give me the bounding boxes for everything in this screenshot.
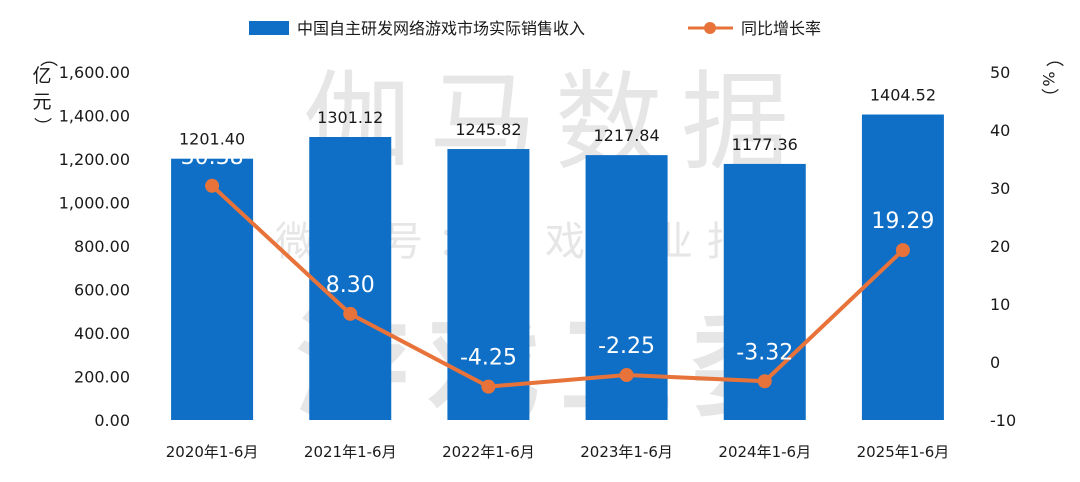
y-right-tick-label: -10 (990, 411, 1016, 430)
axes: 1,600.00 1,400.00 1,200.00 1,000.00 800.00 60… (31, 49, 1064, 461)
growth-value-label-1: 30.38 (181, 145, 244, 170)
y-left-tick-label: 1,200.00 (59, 150, 130, 169)
bar-value-label-4: 1217.84 (593, 126, 659, 145)
bar-value-label-2: 1301.12 (317, 108, 383, 127)
y-right-paren-open: （ (1043, 49, 1064, 67)
y-right-tick-label: 30 (990, 179, 1010, 198)
y-right-tick-label: 50 (990, 63, 1010, 82)
growth-value-label-5: -3.32 (736, 340, 793, 365)
growth-rate-point-2 (343, 306, 358, 321)
growth-rate-point-5 (757, 374, 772, 389)
y-left-tick-label: 200.00 (74, 368, 130, 387)
bar-value-label-3: 1245.82 (455, 120, 521, 139)
y-left-paren-open: （ (37, 49, 58, 67)
x-tick-label: 2020年1-6月 (166, 443, 259, 461)
y-right-tick-label: 10 (990, 295, 1010, 314)
line-series (205, 178, 910, 394)
data-labels: 1201.40 1301.12 1245.82 1217.84 1177.36 1404.… (179, 86, 936, 371)
x-tick-label: 2021年1-6月 (304, 443, 397, 461)
y-right-axis-title: % (1039, 71, 1058, 86)
x-tick-label: 2024年1-6月 (718, 443, 811, 461)
y-right-tick-label: 20 (990, 237, 1010, 256)
bar-value-label-6: 1404.52 (870, 86, 936, 105)
y-left-tick-label: 600.00 (74, 281, 130, 300)
bar-1 (171, 158, 254, 420)
growth-rate-line (210, 184, 905, 389)
x-tick-label: 2023年1-6月 (580, 443, 673, 461)
y-left-tick-label: 1,000.00 (59, 194, 130, 213)
y-left-tick-label: 1,400.00 (59, 107, 130, 126)
growth-rate-point-6 (895, 243, 910, 258)
legend-line-marker (704, 22, 716, 34)
x-tick-label: 2025年1-6月 (857, 443, 950, 461)
legend: 中国自主研发网络游戏市场实际销售收入 同比增长率 (249, 19, 821, 38)
growth-rate-point-1 (205, 178, 220, 193)
growth-value-label-6: 19.29 (871, 209, 934, 234)
legend-line-label: 同比增长率 (741, 19, 821, 38)
y-right-tick-label: 0 (990, 353, 1000, 372)
y-left-paren-close: ） (31, 117, 52, 135)
growth-value-label-3: -4.25 (460, 346, 517, 371)
bar-6 (861, 114, 944, 420)
growth-rate-point-4 (619, 368, 634, 383)
y-left-tick-label: 400.00 (74, 324, 130, 343)
y-left-tick-label: 1,600.00 (59, 63, 130, 82)
legend-bar-swatch (249, 21, 289, 35)
y-right-paren-close: ） (1038, 88, 1059, 106)
bar-value-label-1: 1201.40 (179, 130, 245, 149)
y-left-axis-title-char: 元 (32, 91, 51, 113)
growth-value-label-2: 8.30 (326, 273, 375, 298)
x-tick-label: 2022年1-6月 (442, 443, 535, 461)
y-right-tick-label: 40 (990, 121, 1010, 140)
growth-rate-point-3 (481, 379, 496, 394)
bar-2 (309, 137, 392, 420)
growth-value-label-4: -2.25 (598, 334, 655, 359)
y-left-tick-label: 0.00 (94, 411, 130, 430)
legend-bar-label: 中国自主研发网络游戏市场实际销售收入 (297, 19, 585, 38)
bar-value-label-5: 1177.36 (732, 135, 798, 154)
y-left-tick-label: 800.00 (74, 237, 130, 256)
y-left-axis-title-char: 亿 (32, 65, 51, 87)
bar-3 (447, 149, 530, 420)
